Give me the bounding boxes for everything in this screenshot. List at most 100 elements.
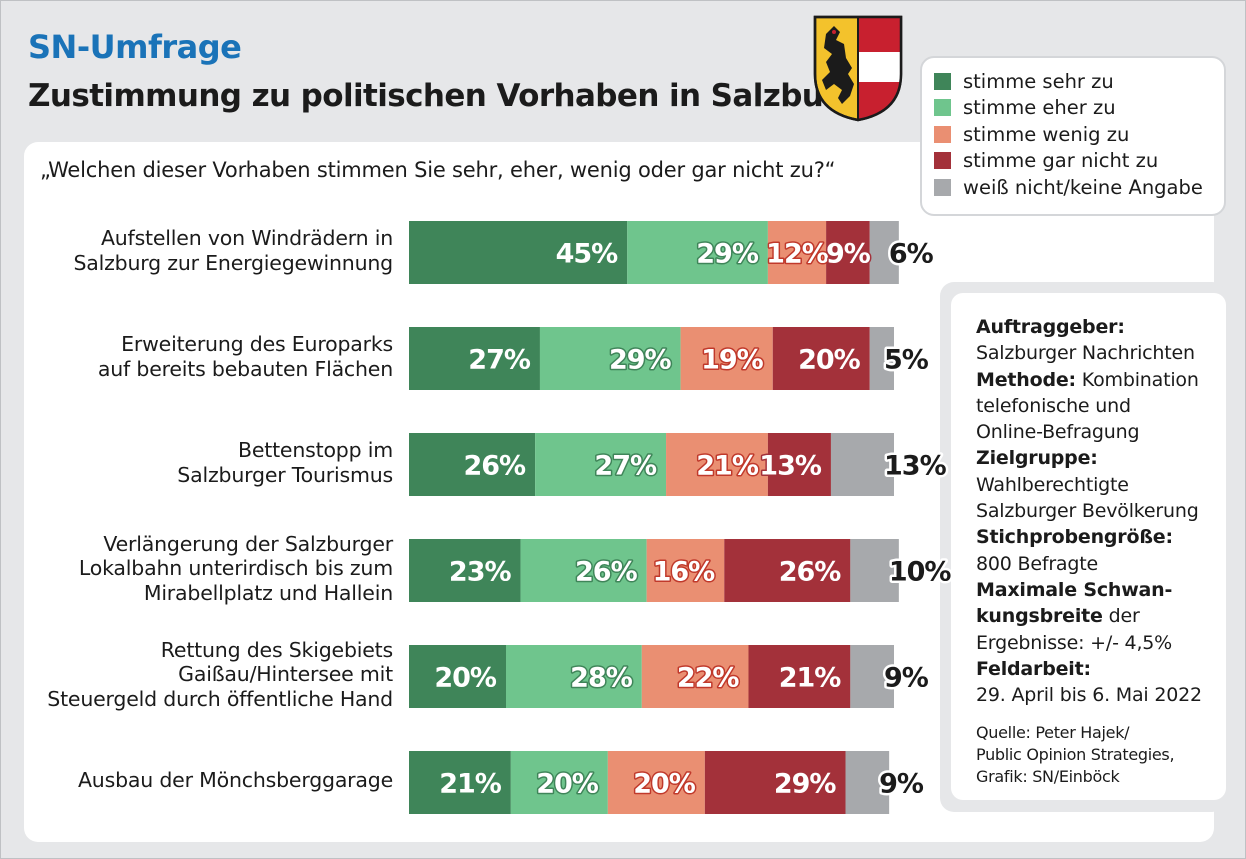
legend-label: stimme sehr zu	[963, 69, 1114, 93]
bar-segment	[409, 539, 521, 602]
bar-value-label: 45%	[556, 239, 619, 270]
bar-value-label: 10%	[889, 557, 952, 588]
legend-label: stimme wenig zu	[963, 122, 1130, 146]
auftraggeber-label: Auftraggeber:	[976, 316, 1125, 338]
category-label-line: Steuergeld durch öffentliche Hand	[47, 686, 393, 711]
bar-value-label: 13%	[884, 451, 947, 482]
category-label: Rettung des Skigebiets Gaißau/Hintersee m…	[47, 638, 393, 712]
zielgruppe-value: Wahlberechtigte	[976, 473, 1129, 496]
methode-value: Online-Befragung	[976, 421, 1140, 444]
bar-value-label: 21%	[779, 663, 842, 694]
bar-segment	[830, 433, 894, 496]
bar-segment	[409, 433, 536, 496]
bar-value-label: 9%	[879, 769, 924, 800]
category-label-line: Lokalbahn unterirdisch bis zum	[78, 556, 393, 581]
stichprobe-label: Stichprobengröße:	[976, 526, 1173, 549]
bar-segment	[409, 751, 511, 814]
legend-swatch	[934, 99, 951, 117]
schwankung-value: Ergebnisse: +/- 4,5%	[976, 631, 1173, 654]
bar-segment	[704, 751, 846, 814]
auftraggeber-value: Salzburger Nachrichten	[976, 342, 1195, 365]
bar-value-label: 12%	[766, 239, 829, 270]
bar-value-label: 27%	[594, 451, 657, 482]
bar-segment	[666, 433, 768, 496]
category-label-line: Salzburger Tourismus	[177, 462, 393, 487]
legend-item-sehr: stimme sehr zu	[934, 68, 1224, 95]
category-label-line: Aufstellen von Windrädern in	[100, 226, 393, 250]
bar-segment	[680, 327, 773, 390]
legend-swatch	[934, 152, 951, 170]
bar-segment	[767, 433, 831, 496]
legend-item-garnicht: stimme gar nicht zu	[934, 148, 1224, 175]
info-box	[951, 293, 1226, 800]
source-line: Quelle: Peter Hajek/	[976, 723, 1130, 742]
bar-value-label: 26%	[575, 557, 638, 588]
bar-segment	[409, 221, 628, 284]
bar-segment	[627, 221, 768, 284]
bar-value-label: 29%	[696, 239, 759, 270]
bar-value-label: 21%	[696, 451, 759, 482]
category-label-line: Verlängerung der Salzburger	[103, 531, 393, 556]
survey-question: „Welchen dieser Vorhaben stimmen Sie seh…	[40, 158, 836, 182]
bar-value-label: 6%	[889, 239, 934, 270]
bar-value-label: 20%	[434, 663, 497, 694]
bar-segment	[506, 645, 642, 708]
bar-value-label: 20%	[798, 345, 861, 376]
category-label: Bettenstopp im Salzburger Tourismus	[177, 438, 393, 487]
legend-swatch	[934, 72, 951, 90]
methode-value: telefonische und	[976, 394, 1131, 417]
bar-segment	[520, 539, 647, 602]
category-label-line: Erweiterung des Europarks	[121, 332, 393, 356]
bar-value-label: 28%	[570, 663, 633, 694]
chart-title: Zustimmung zu politischen Vorhaben in Sa…	[28, 78, 860, 114]
bar-value-label: 19%	[701, 345, 764, 376]
bar-value-label: 21%	[439, 769, 502, 800]
feldarbeit-label: Feldarbeit:	[976, 657, 1091, 680]
bar-segment	[748, 645, 851, 708]
salzburg-coat-of-arms-icon	[813, 15, 903, 122]
bar-segment	[767, 221, 827, 284]
brand-title: SN-Umfrage	[28, 28, 242, 66]
bar-segment	[869, 221, 899, 284]
category-label: Verlängerung der Salzburger Lokalbahn unt…	[79, 532, 393, 606]
category-label: Erweiterung des Europarks auf bereits beb…	[98, 332, 393, 381]
bar-segment	[845, 751, 890, 814]
bar-value-label: 26%	[779, 557, 842, 588]
bar-value-label: 13%	[759, 451, 822, 482]
legend-label: stimme gar nicht zu	[963, 149, 1159, 173]
schwankung-value: der	[1102, 605, 1140, 628]
bar-segment	[850, 645, 894, 708]
legend-label: stimme eher zu	[963, 96, 1116, 120]
bar-segment	[539, 327, 681, 390]
bar-value-label: 20%	[536, 769, 599, 800]
bar-segment	[826, 221, 870, 284]
source-credit: Quelle: Peter Hajek/ Public Opinion Stra…	[976, 722, 1216, 788]
legend-label: weiß nicht/keine Angabe	[963, 175, 1203, 199]
methodology-text: Auftraggeber: Salzburger Nachrichten Met…	[976, 314, 1221, 708]
category-label-line: Mirabellplatz und Hallein	[143, 580, 393, 605]
bar-segment	[607, 751, 705, 814]
bar-segment	[646, 539, 725, 602]
category-label-line: Gaißau/Hintersee mit	[178, 662, 393, 687]
category-label-line: Bettenstopp im	[237, 438, 393, 462]
legend-item-eher: stimme eher zu	[934, 95, 1224, 122]
zielgruppe-value: Salzburger Bevölkerung	[976, 500, 1199, 523]
bar-value-label: 9%	[826, 239, 871, 270]
bar-value-label: 27%	[468, 345, 531, 376]
category-label-line: Rettung des Skigebiets	[160, 637, 393, 662]
schwankung-label: kungsbreite	[976, 605, 1103, 628]
bar-segment	[409, 645, 506, 708]
bar-segment	[641, 645, 749, 708]
bar-value-label: 9%	[884, 663, 929, 694]
bar-value-label: 16%	[653, 557, 716, 588]
bar-segment	[850, 539, 899, 602]
schwankung-label: Maximale Schwan-	[976, 578, 1173, 601]
legend: stimme sehr zu stimme eher zu stimme wen…	[920, 56, 1226, 216]
category-label: Aufstellen von Windrädern in Salzburg zur…	[73, 226, 393, 275]
zielgruppe-label: Zielgruppe:	[976, 447, 1098, 470]
category-label-line: Ausbau der Mönchsberggarage	[77, 768, 393, 793]
source-line: Public Opinion Strategies,	[976, 745, 1175, 764]
feldarbeit-value: 29. April bis 6. Mai 2022	[976, 684, 1202, 707]
bar-value-label: 5%	[884, 345, 929, 376]
